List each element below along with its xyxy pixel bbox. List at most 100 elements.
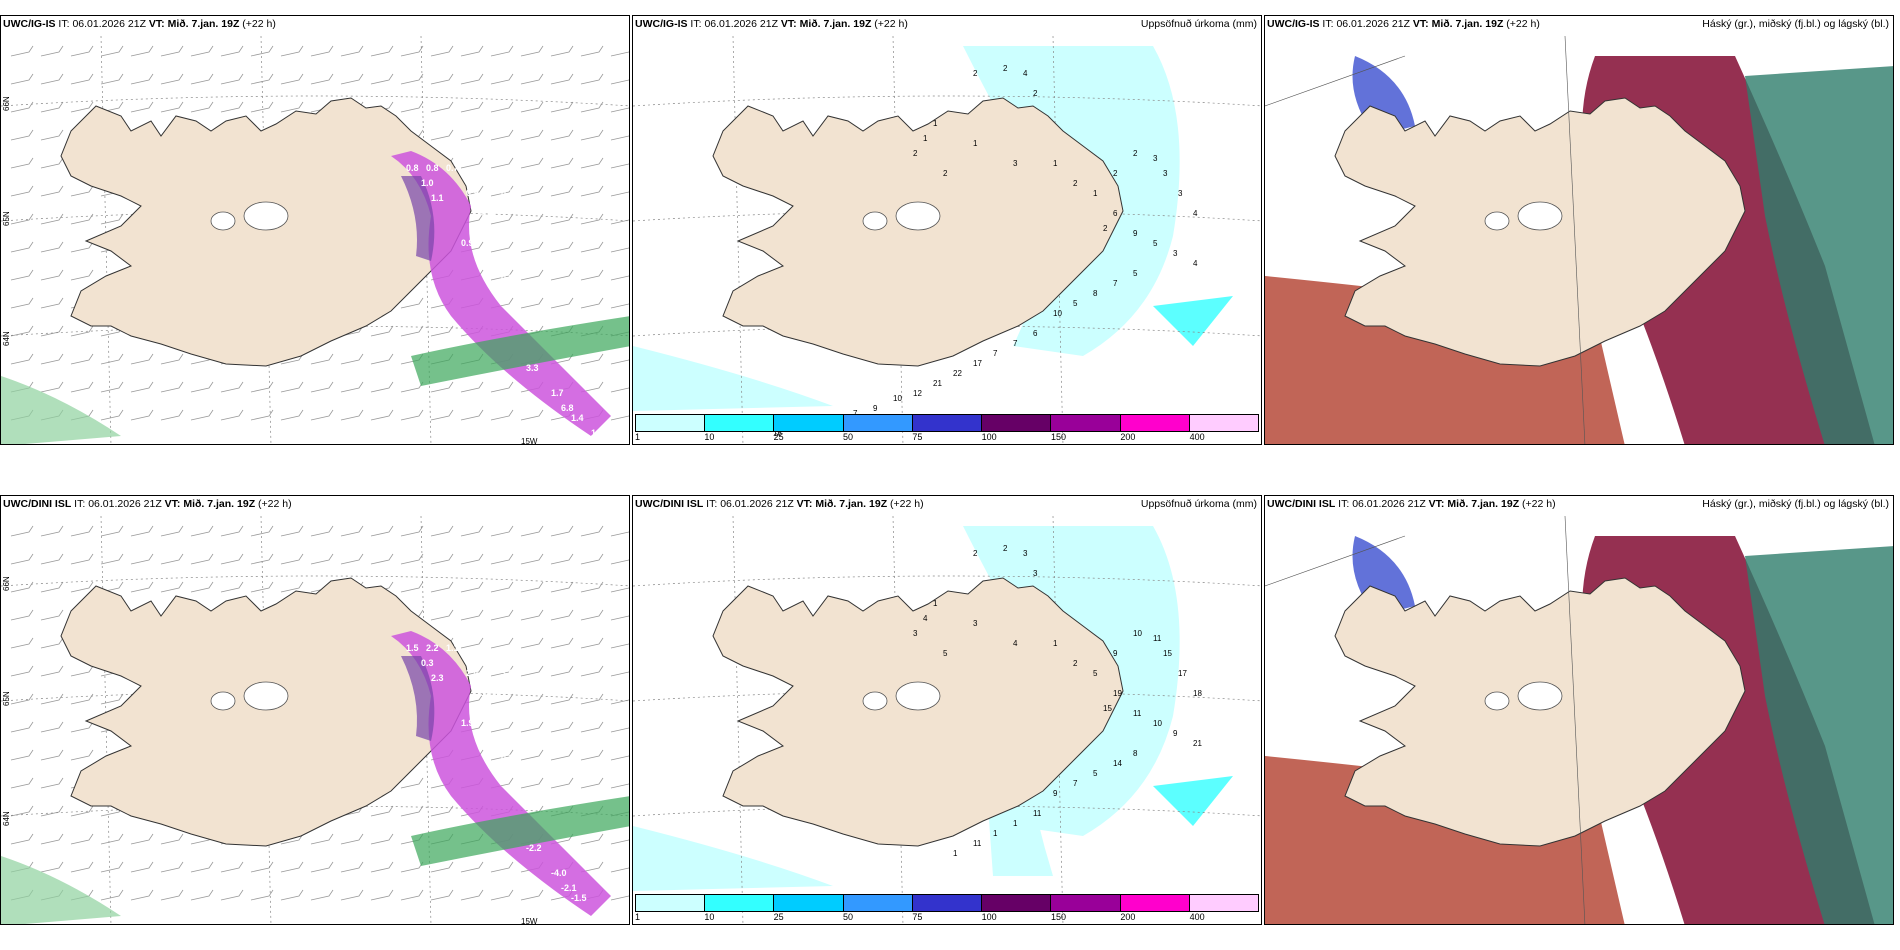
value-label: 1.9 — [461, 718, 474, 728]
panel-variable-title: Háský (gr.), miðský (fj.bl.) og lágský (… — [1702, 18, 1889, 30]
legend-swatch — [912, 895, 983, 911]
map-canvas — [1265, 496, 1893, 924]
value-label: 1.1 — [446, 643, 459, 653]
map-canvas: 1.5 2.2 1.10.32.3 2.4 3.612.83.001.90.50.3-2… — [1, 515, 629, 925]
value-label: 9 — [1173, 729, 1178, 738]
value-label: 1 — [953, 849, 958, 858]
map-panel-dini-temp[interactable]: UWC/DINI ISL IT: 06.01.2026 21Z VT: Mið.… — [0, 495, 630, 925]
map-panel-ig-is-temp[interactable]: UWC/IG-IS IT: 06.01.2026 21Z VT: Mið. 7.… — [0, 15, 630, 445]
projection-lines — [1265, 515, 1586, 924]
legend-tick: 25 — [773, 912, 784, 922]
legend-swatch — [843, 895, 913, 911]
value-label: 2 — [1113, 169, 1118, 178]
iceland-landmass — [1334, 577, 1746, 847]
value-label: 1 — [1093, 189, 1098, 198]
value-label: 1 — [973, 139, 978, 148]
value-label: 2 — [1073, 659, 1078, 668]
value-label: 10 — [893, 394, 902, 403]
value-label: 0.7 — [501, 188, 514, 198]
value-label: 12 — [913, 389, 922, 398]
value-label: 4 — [1013, 639, 1018, 648]
value-label: 9 — [1053, 789, 1058, 798]
value-label: 0.7 — [446, 163, 459, 173]
axis-label: 66N — [2, 96, 11, 111]
legend-swatch — [843, 415, 913, 431]
value-label: 21 — [1193, 739, 1202, 748]
value-label: 1 — [933, 119, 938, 128]
axis-label: 15W — [521, 437, 538, 445]
value-label: 3 — [1023, 549, 1028, 558]
value-label: 8 — [1093, 289, 1098, 298]
value-label: 9 — [1133, 229, 1138, 238]
value-label: 1.0 — [311, 433, 324, 443]
map-panel-dini-clouds[interactable]: UWC/DINI ISL IT: 06.01.2026 21Z VT: Mið.… — [1264, 495, 1894, 925]
precip-legend: 1 10 25 50 75 100 150 200 400 — [635, 414, 1259, 442]
value-label: 12.8 — [481, 688, 499, 698]
precip-legend: 1 10 25 50 75 100 150 200 400 — [635, 894, 1259, 922]
value-label: -4.0 — [551, 868, 567, 878]
value-label: 3 — [913, 629, 918, 638]
value-label: 15 — [1103, 704, 1112, 713]
value-label: 2.0 — [491, 223, 504, 233]
value-label: 2 — [1033, 89, 1038, 98]
value-label: 1 — [933, 599, 938, 608]
value-label: 1 — [1053, 639, 1058, 648]
legend-swatch — [774, 895, 844, 911]
axis-label: 65N — [2, 691, 11, 706]
value-label: 6.8 — [561, 403, 574, 413]
value-label: 9 — [873, 404, 878, 413]
value-label: -2.2 — [526, 843, 542, 853]
map-panel-ig-is-clouds[interactable]: UWC/IG-IS IT: 06.01.2026 21Z VT: Mið. 7.… — [1264, 15, 1894, 445]
precip-band — [1, 631, 629, 924]
value-label: 3 — [1163, 169, 1168, 178]
legend-tick: 400 — [1189, 912, 1205, 922]
value-label: -2.1 — [561, 883, 577, 893]
legend-swatch — [982, 895, 1052, 911]
legend-swatch — [636, 895, 706, 911]
value-label: 17 — [973, 359, 982, 368]
legend-swatch — [1120, 415, 1190, 431]
value-label: 3.00 — [491, 703, 509, 713]
value-label: 3 — [1013, 159, 1018, 168]
value-label: 0.8 — [426, 163, 439, 173]
value-label: 3.6 — [501, 668, 514, 678]
value-label: 3 — [1153, 154, 1158, 163]
value-label: 1.7 — [551, 388, 564, 398]
iceland-landmass — [60, 577, 472, 847]
value-label: 5 — [1133, 269, 1138, 278]
value-label: 17 — [1178, 669, 1187, 678]
legend-tick: 50 — [843, 432, 854, 442]
value-label: 2 — [1003, 64, 1008, 73]
map-panel-dini-precip[interactable]: UWC/DINI ISL IT: 06.01.2026 21Z VT: Mið.… — [632, 495, 1262, 925]
value-label: 4 — [1193, 209, 1198, 218]
value-label: 3 — [973, 619, 978, 628]
value-label: 7 — [853, 409, 858, 418]
legend-tick: 100 — [981, 912, 997, 922]
value-label: 5 — [1073, 299, 1078, 308]
value-label: 21 — [933, 379, 942, 388]
value-label: 2 — [943, 169, 948, 178]
legend-tick: 50 — [843, 912, 854, 922]
value-label: 3 — [1178, 189, 1183, 198]
axis-label: 64N — [2, 811, 11, 826]
projection-lines — [1265, 35, 1586, 444]
value-label: 2 — [1073, 179, 1078, 188]
legend-swatch — [1189, 895, 1258, 911]
axis-label: 15W — [521, 917, 538, 925]
value-label: 5 — [1093, 669, 1098, 678]
value-label: 2.4 — [466, 668, 479, 678]
value-label: 3 — [1173, 249, 1178, 258]
axis-label: 64N — [2, 331, 11, 346]
panel-header: UWC/IG-IS IT: 06.01.2026 21Z VT: Mið. 7.… — [1267, 18, 1540, 30]
value-label: 10 — [1133, 629, 1142, 638]
legend-swatch — [705, 415, 775, 431]
map-panel-ig-is-precip[interactable]: UWC/IG-IS IT: 06.01.2026 21Z VT: Mið. 7.… — [632, 15, 1262, 445]
value-label: 1 — [1013, 819, 1018, 828]
value-label: 1.5 — [406, 643, 419, 653]
panel-variable-title: Uppsöfnuð úrkoma (mm) — [1140, 18, 1257, 30]
value-label: 1.4 — [571, 413, 584, 423]
value-label: 2.3 — [431, 673, 444, 683]
value-label: 2 — [973, 549, 978, 558]
legend-swatch — [636, 415, 706, 431]
value-label: 0.3 — [421, 658, 434, 668]
